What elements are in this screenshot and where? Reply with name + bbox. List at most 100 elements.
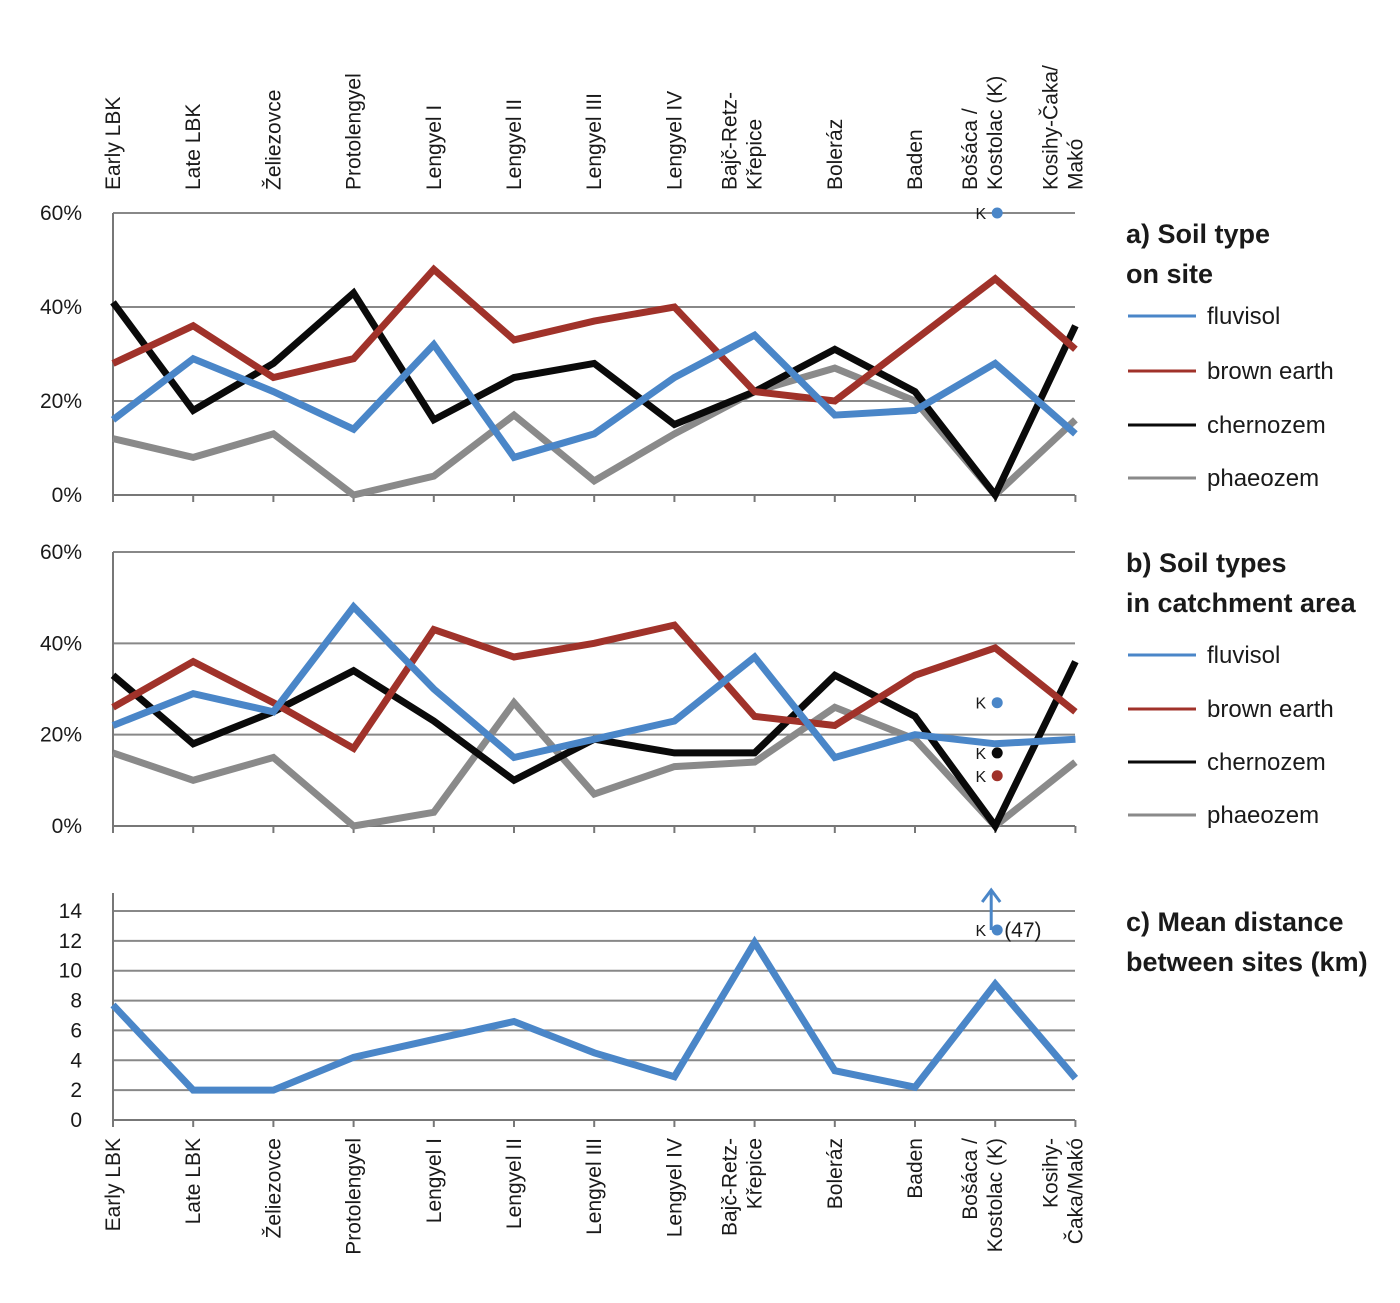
x-category-label-top-11-line-0: Bošáca / [959,108,982,190]
x-category-label-top-3-line-0: Protolengyel [343,73,366,190]
x-category-label-top-3: Protolengyel [343,73,366,190]
x-category-label-top-0: Early LBK [102,97,125,190]
x-category-label-top-1: Late LBK [182,104,205,190]
kostolac-marker-label-2-1: K [976,746,987,763]
x-category-label-bottom-4-line-0: Lengyel I [423,1138,446,1223]
x-category-label-top-12-line-1: Makó [1064,139,1087,190]
x-category-label-bottom-1-line-0: Late LBK [182,1138,205,1224]
x-category-label-bottom-8: Bajč-Retz- Křepice [719,1138,767,1236]
x-category-label-top-2: Želiezovce [262,90,285,190]
x-category-label-top-6-line-0: Lengyel III [583,93,606,190]
x-category-label-top-12: Kosihy-Čaka/Makó [1039,65,1087,190]
x-category-label-top-11: Bošáca / Kostolac (K) [959,76,1007,190]
x-category-label-top-9: Boleráz [824,119,847,190]
x-category-label-bottom-0-line-0: Early LBK [102,1138,125,1231]
panel-title-3-line-1: between sites (km) [1126,947,1368,977]
x-category-label-top-7: Lengyel IV [663,91,686,190]
series-line-1-phaeozem [112,364,1078,501]
x-category-label-top-2-line-0: Želiezovce [262,90,285,190]
x-category-label-top-1-line-0: Late LBK [182,104,205,190]
kostolac-marker-1-0 [991,207,1003,219]
y-tick-label-3-0: 0 [70,1109,82,1132]
legend-label-1-chernozem: chernozem [1207,412,1326,439]
outlier-value-label: (47) [1004,919,1041,942]
y-tick-label-3-5: 10 [59,960,82,983]
panel-title-3-line-0: c) Mean distance [1126,907,1344,937]
x-category-label-top-10-line-0: Baden [904,129,927,190]
legend-layer: fluvisol brown earth chernozem phaeozem fluv… [1128,303,1334,829]
legend-label-2-phaeozem: phaeozem [1207,802,1319,829]
kostolac-marker-label-3-0: K [976,923,987,940]
x-category-label-bottom-12-line-1: Čaka/Makó [1064,1138,1087,1244]
panel-title-1-line-0: a) Soil type [1126,219,1270,249]
y-tick-label-3-4: 8 [70,990,82,1013]
kostolac-marker-label-1-0: K [976,206,987,223]
y-tick-label-2-2: 40% [40,632,82,655]
outlier-arrow-head [981,887,1002,903]
x-category-label-top-0-line-0: Early LBK [102,97,125,190]
y-tick-label-3-1: 2 [70,1079,82,1102]
x-category-label-top-9-line-0: Boleráz [824,119,847,190]
legend-label-1-fluvisol: fluvisol [1207,303,1280,330]
x-category-label-bottom-8-line-0: Bajč-Retz- [719,1138,742,1236]
series-line-2-fluvisol [111,601,1076,762]
y-tick-label-1-3: 60% [40,202,82,225]
legend-label-1-brown-earth: brown earth [1207,358,1334,385]
x-category-label-bottom-11-line-1: Kostolac (K) [984,1138,1007,1252]
panel-title-2-line-1: in catchment area [1126,588,1357,618]
legend-label-2-chernozem: chernozem [1207,749,1326,776]
x-category-label-bottom-2-line-0: Želiezovce [262,1138,285,1238]
x-category-label-bottom-5-line-0: Lengyel II [503,1138,526,1229]
x-category-label-bottom-10: Baden [904,1138,927,1199]
x-category-label-top-4: Lengyel I [423,105,446,190]
x-category-label-top-8-line-1: Křepice [744,119,767,190]
series-line-1-brown-earth [111,264,1078,405]
x-category-label-bottom-9-line-0: Boleráz [824,1138,847,1209]
x-category-label-bottom-7: Lengyel IV [663,1138,686,1237]
x-category-label-bottom-2: Želiezovce [262,1138,285,1238]
series-line-2-phaeozem [111,697,1078,831]
x-category-label-bottom-4: Lengyel I [423,1138,446,1223]
x-category-label-bottom-9: Boleráz [824,1138,847,1209]
series-line-1-chernozem [110,287,1079,502]
panel-title-2-line-0: b) Soil types [1126,548,1287,578]
x-category-label-top-5-line-0: Lengyel II [503,99,526,190]
x-category-label-top-4-line-0: Lengyel I [423,105,446,190]
y-tick-label-1-0: 0% [52,484,82,507]
x-category-label-top-6: Lengyel III [583,93,606,190]
y-tick-label-2-0: 0% [52,815,82,838]
y-tick-label-3-6: 12 [59,930,82,953]
x-category-label-bottom-0: Early LBK [102,1138,125,1231]
x-category-label-top-7-line-0: Lengyel IV [663,91,686,190]
kostolac-marker-label-2-0: K [976,696,987,713]
legend-label-2-brown-earth: brown earth [1207,696,1334,723]
x-category-label-bottom-5: Lengyel II [503,1138,526,1229]
series-line-1-fluvisol [110,330,1078,462]
kostolac-marker-3-0 [991,924,1003,936]
x-category-label-bottom-11-line-0: Bošáca / [959,1138,982,1220]
x-category-label-bottom-12: Kosihy- Čaka/Makó [1039,1138,1087,1244]
series-line-2-brown-earth [111,621,1078,754]
series-lines-layer [110,207,1079,1094]
labels-layer: 0% 20% 40% 60% Ka) Soil type on site 0% 20% 40% 6… [40,65,1368,1255]
y-tick-label-2-1: 20% [40,724,82,747]
series-line-2-chernozem [110,660,1079,833]
legend-label-1-phaeozem: phaeozem [1207,465,1319,492]
x-category-label-top-11-line-1: Kostolac (K) [984,76,1007,190]
x-category-label-top-12-line-0: Kosihy-Čaka/ [1039,65,1062,190]
y-tick-label-3-2: 4 [70,1049,82,1072]
x-category-label-top-8-line-0: Bajč-Retz- [719,92,742,190]
y-tick-label-2-3: 60% [40,541,82,564]
series-line-3-distance [110,935,1079,1094]
x-category-label-bottom-6: Lengyel III [583,1138,606,1235]
x-category-label-bottom-7-line-0: Lengyel IV [663,1138,686,1237]
x-category-label-bottom-1: Late LBK [182,1138,205,1224]
x-category-label-bottom-8-line-1: Křepice [744,1138,767,1209]
x-category-label-bottom-6-line-0: Lengyel III [583,1138,606,1235]
kostolac-marker-label-2-2: K [976,769,987,786]
y-tick-label-3-7: 14 [59,900,83,923]
x-category-label-bottom-3-line-0: Protolengyel [343,1138,366,1255]
x-category-label-bottom-11: Bošáca / Kostolac (K) [959,1138,1007,1253]
x-category-label-top-10: Baden [904,129,927,190]
